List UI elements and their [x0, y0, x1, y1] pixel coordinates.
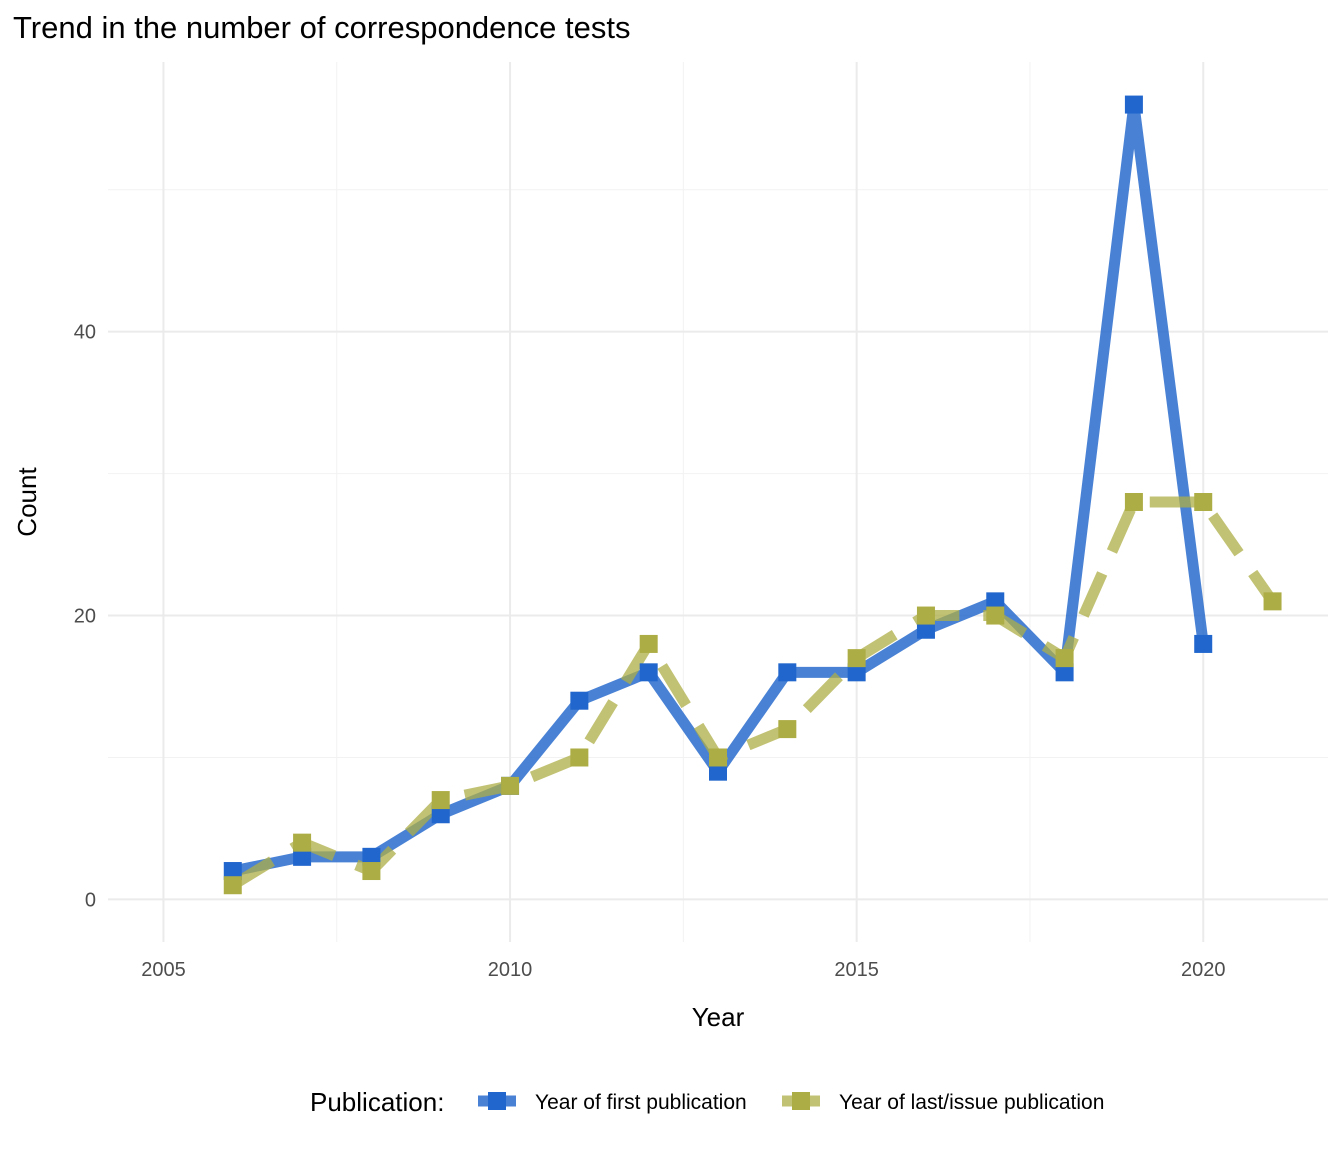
legend-key-marker	[792, 1092, 810, 1110]
x-tick-label: 2005	[141, 959, 186, 981]
data-point-series-1	[293, 847, 312, 866]
data-point-series-1	[986, 592, 1005, 611]
data-point-series-1	[223, 862, 242, 881]
series-line-2	[229, 496, 1278, 890]
data-point-series-1	[639, 663, 658, 682]
chart-title: Trend in the number of correspondence te…	[13, 10, 631, 45]
x-tick-label: 2010	[488, 959, 533, 981]
y-tick-label: 40	[74, 322, 96, 344]
y-axis-title: Count	[12, 467, 42, 537]
data-point-series-2	[501, 776, 520, 795]
data-point-series-1	[1194, 634, 1213, 653]
data-point-series-2	[639, 634, 658, 653]
y-tick-label: 0	[85, 889, 96, 911]
x-axis-title: Year	[692, 1002, 745, 1032]
data-point-series-2	[431, 791, 450, 810]
data-point-series-2	[362, 862, 381, 881]
data-point-series-2	[1263, 592, 1282, 611]
data-point-series-1	[778, 663, 797, 682]
data-point-series-1	[847, 663, 866, 682]
data-point-series-2	[847, 649, 866, 668]
data-point-series-2	[293, 833, 312, 852]
data-point-series-2	[916, 606, 935, 625]
data-point-series-1	[709, 762, 727, 781]
data-point-series-1	[570, 691, 589, 710]
data-point-series-1	[1124, 95, 1143, 114]
data-point-series-2	[778, 720, 797, 739]
x-tick-label: 2015	[834, 959, 879, 981]
legend-label: Year of last/issue publication	[839, 1091, 1104, 1114]
data-point-series-2	[986, 606, 1005, 625]
data-point-series-2	[1194, 493, 1213, 511]
y-tick-label: 20	[74, 606, 96, 628]
data-point-series-2	[1055, 649, 1074, 668]
data-point-series-2	[1124, 493, 1143, 511]
data-point-series-1	[431, 805, 450, 824]
x-tick-label: 2020	[1181, 959, 1226, 981]
data-point-series-2	[570, 748, 589, 767]
legend-key-marker	[488, 1092, 506, 1110]
legend-label: Year of first publication	[535, 1091, 747, 1114]
data-point-series-2	[709, 748, 727, 767]
data-point-series-1	[362, 847, 381, 866]
data-point-series-1	[1055, 663, 1074, 682]
legend-title: Publication:	[310, 1087, 444, 1117]
data-point-series-2	[223, 876, 242, 895]
data-point-series-1	[916, 620, 935, 639]
